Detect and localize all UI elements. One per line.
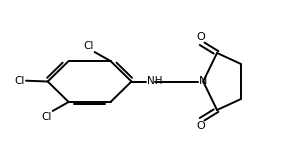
Text: Cl: Cl	[83, 41, 93, 51]
Text: Cl: Cl	[15, 76, 25, 86]
Text: O: O	[196, 32, 205, 42]
Text: O: O	[196, 121, 205, 131]
Text: NH: NH	[147, 76, 163, 87]
Text: N: N	[199, 76, 207, 87]
Text: Cl: Cl	[41, 112, 51, 122]
